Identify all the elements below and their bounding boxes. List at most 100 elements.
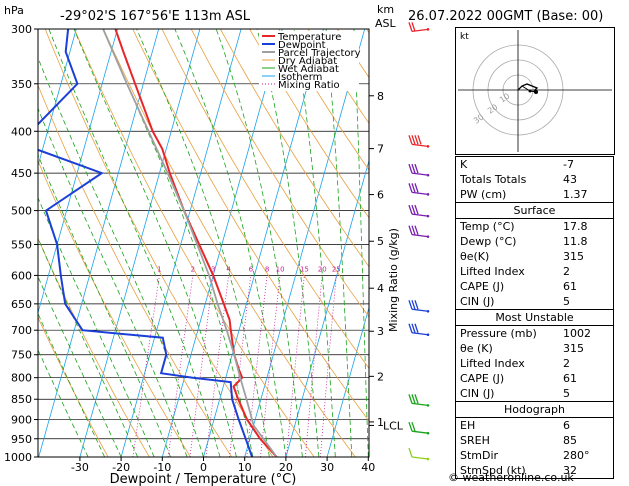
surface-label: CIN (J) xyxy=(460,295,495,308)
credit-text: © weatheronline.co.uk xyxy=(448,471,574,484)
km-label: km xyxy=(377,3,394,16)
mixing-ratio-label: 10 xyxy=(276,265,285,273)
mixing-ratio-line xyxy=(260,275,281,457)
mixing-ratio-label: 20 xyxy=(318,265,327,273)
mixing-ratio-line xyxy=(229,275,252,457)
temperature-tick-label: 0 xyxy=(200,461,207,474)
pressure-tick-label: 700 xyxy=(11,324,32,337)
mu-row: Lifted Index 2 xyxy=(456,356,613,371)
lcl-label: LCL xyxy=(383,419,404,432)
pressure-tick-label: 600 xyxy=(11,269,32,282)
wind-barb xyxy=(408,204,430,218)
surface-section: Surface Temp (°C) 17.8 Dewp (°C) 11.8 θe(K… xyxy=(456,202,613,309)
legend-temperature: Temperature xyxy=(277,32,341,43)
surface-value: 315 xyxy=(563,250,584,263)
wind-barb xyxy=(408,421,430,435)
surface-value: 2 xyxy=(563,265,570,278)
pressure-tick-label: 450 xyxy=(11,167,32,180)
wind-barb xyxy=(408,183,430,196)
legend-mixing-ratio: Mixing Ratio xyxy=(278,80,340,91)
indices-panel: K -7 Totals Totals 43 PW (cm) 1.37 Surface … xyxy=(455,156,614,479)
hodograph-stats-section: Hodograph EH 6 SREH 85 StmDir 280° StmSpd (… xyxy=(456,401,613,478)
surface-row: Temp (°C) 17.8 xyxy=(456,219,613,234)
mu-row: CAPE (J) 61 xyxy=(456,371,613,386)
wind-barb xyxy=(408,394,430,407)
km-tick-label: 5 xyxy=(377,235,384,248)
hodograph-panel: kt 10 20 30 xyxy=(455,27,615,155)
hodo-label: StmDir xyxy=(460,449,499,462)
mixing-ratio-label: 1 xyxy=(157,265,161,273)
temperature-tick-label: 30 xyxy=(320,461,334,474)
dry-adiabat-line xyxy=(38,316,109,457)
surface-value: 61 xyxy=(563,280,577,293)
pressure-tick-label: 800 xyxy=(11,372,32,385)
temperature-tick-label: 10 xyxy=(238,461,252,474)
hodograph-plot: kt 10 20 30 xyxy=(458,30,612,152)
hodograph-trace xyxy=(517,83,539,92)
legend-parcel: Parcel Trajectory xyxy=(278,48,361,59)
mixing-ratio-line xyxy=(246,275,268,457)
dry-adiabat-line xyxy=(220,29,369,268)
surface-value: 11.8 xyxy=(563,235,588,248)
temperature-tick-label: -20 xyxy=(112,461,130,474)
index-label: PW (cm) xyxy=(460,188,507,201)
mu-value: 61 xyxy=(563,372,577,385)
pressure-tick-label: 550 xyxy=(11,238,32,251)
mu-label: Lifted Index xyxy=(460,357,525,370)
isotherm-line xyxy=(326,306,369,457)
pressure-tick-label: 950 xyxy=(11,433,32,446)
mixing-ratio-line xyxy=(167,275,194,457)
mixing-ratio-label: 4 xyxy=(226,265,231,273)
mu-label: θe (K) xyxy=(460,342,493,355)
hodo-label: EH xyxy=(460,419,476,432)
surface-label: Temp (°C) xyxy=(460,220,515,233)
isotherm-line xyxy=(161,29,283,457)
wet-adiabat-line xyxy=(48,29,221,457)
wet-adiabat-line xyxy=(38,56,204,457)
dry-adiabat-line xyxy=(190,29,369,318)
isotherm-line xyxy=(38,29,77,168)
hodo-value: 32 xyxy=(563,464,577,477)
mu-value: 2 xyxy=(563,357,570,370)
dry-adiabat-line xyxy=(132,29,369,422)
mixing-ratio-line xyxy=(320,275,337,457)
index-value: 1.37 xyxy=(563,188,588,201)
mu-value: 1002 xyxy=(563,327,591,340)
x-axis-label: Dewpoint / Temperature (°C) xyxy=(110,472,297,486)
surface-title: Surface xyxy=(456,203,613,219)
temperature-tick-label: 20 xyxy=(279,461,293,474)
isotherm-line xyxy=(120,29,242,457)
km-tick-label: 3 xyxy=(377,325,384,338)
legend: Temperature Dewpoint Parcel Trajectory D… xyxy=(259,31,361,91)
wet-adiabat-line xyxy=(38,275,122,457)
hodograph-ring-label-20: 20 xyxy=(486,102,500,115)
wet-adiabat-line xyxy=(73,29,237,457)
pressure-tick-label: 500 xyxy=(11,205,32,218)
legend-wet-adiabat: Wet Adiabat xyxy=(278,64,339,75)
mixing-ratio-label: 2 xyxy=(191,265,195,273)
wet-adiabat-line xyxy=(38,237,138,457)
mixing-ratio-line xyxy=(286,275,305,457)
surface-row: Dewp (°C) 11.8 xyxy=(456,234,613,249)
mu-value: 5 xyxy=(563,387,570,400)
km-tick-label: 7 xyxy=(377,143,384,156)
legend-dry-adiabat: Dry Adiabat xyxy=(278,56,337,67)
km-tick-label: 1 xyxy=(377,416,384,429)
wind-barb xyxy=(408,135,430,148)
isotherm-line xyxy=(38,29,160,457)
index-value: -7 xyxy=(563,158,574,171)
wet-adiabat-line xyxy=(38,312,105,457)
isotherm-line xyxy=(285,159,369,457)
mixing-ratio-axis-label: Mixing Ratio (g/kg) xyxy=(387,228,400,332)
location-title: -29°02'S 167°56'E 113m ASL xyxy=(60,9,251,24)
mixing-ratio-label: 8 xyxy=(265,265,269,273)
most-unstable-title: Most Unstable xyxy=(456,310,613,326)
surface-label: CAPE (J) xyxy=(460,280,505,293)
hodo-value: 6 xyxy=(563,419,570,432)
most-unstable-section: Most Unstable Pressure (mb) 1002 θe (K) 31… xyxy=(456,309,613,401)
mu-label: CIN (J) xyxy=(460,387,495,400)
dry-adiabat-line xyxy=(161,29,369,369)
index-row-k: K -7 xyxy=(456,157,613,172)
hodograph-storm-motion xyxy=(534,90,538,94)
mu-label: CAPE (J) xyxy=(460,372,505,385)
